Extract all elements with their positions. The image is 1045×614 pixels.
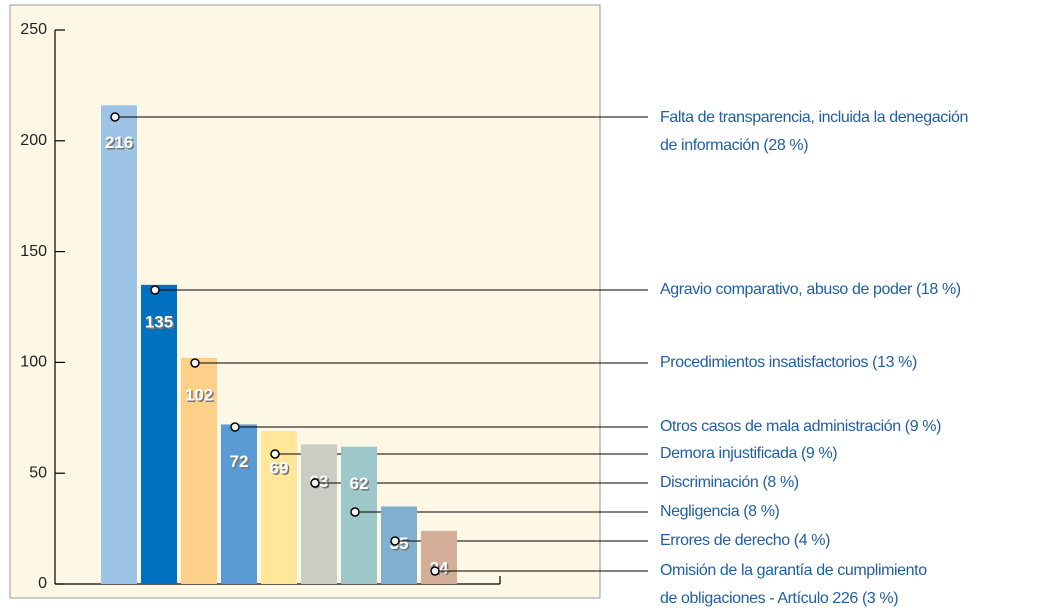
bar (181, 357, 217, 584)
leader-dot (310, 478, 320, 488)
data-label: 102 (185, 385, 213, 404)
data-label: 62 (350, 474, 369, 493)
y-tick-label: 200 (20, 132, 47, 149)
data-label: 135 (145, 312, 173, 331)
y-tick-label: 50 (29, 464, 47, 481)
data-label: 69 (270, 459, 289, 478)
bar (301, 444, 337, 584)
leader-dot (230, 422, 240, 432)
bar (341, 446, 377, 584)
data-label-shadow: 69 (271, 460, 290, 479)
bar (101, 105, 137, 585)
category-label: Omisión de la garantía de cumplimiento d… (660, 562, 927, 607)
y-tick-label: 100 (20, 354, 47, 371)
bar (141, 284, 177, 584)
leader-dot (110, 112, 120, 122)
leader-dot (150, 285, 160, 295)
category-label: Discriminación (8 %) (660, 474, 799, 491)
category-label: Otros casos de mala administración (9 %) (660, 418, 942, 435)
category-label: Demora injustificada (9 %) (660, 445, 838, 462)
y-tick-label: 150 (20, 243, 47, 260)
data-label-shadow: 135 (146, 314, 174, 333)
category-label: Agravio comparativo, abuso de poder (18 … (660, 281, 961, 298)
bar (221, 424, 257, 584)
y-tick-label: 250 (20, 21, 47, 38)
data-label-shadow: 72 (231, 453, 250, 472)
y-tick-label: 0 (38, 575, 47, 592)
leader-dot (350, 507, 360, 517)
bar (381, 506, 417, 584)
data-label-shadow: 216 (106, 134, 134, 153)
data-label-shadow: 102 (186, 387, 214, 406)
leader-dot (190, 358, 200, 368)
category-label: Negligencia (8 %) (660, 503, 780, 520)
data-label-shadow: 62 (351, 476, 370, 495)
leader-dot (430, 566, 440, 576)
category-label: Procedimientos insatisfactorios (13 %) (660, 354, 917, 371)
leader-dot (270, 449, 280, 459)
bar (421, 530, 457, 584)
bar (261, 431, 297, 584)
leader-dot (390, 536, 400, 546)
category-label: Falta de transparencia, incluida la dene… (660, 109, 969, 154)
category-label: Errores de derecho (4 %) (660, 532, 831, 549)
data-label: 72 (230, 452, 249, 471)
data-label: 216 (105, 133, 133, 152)
